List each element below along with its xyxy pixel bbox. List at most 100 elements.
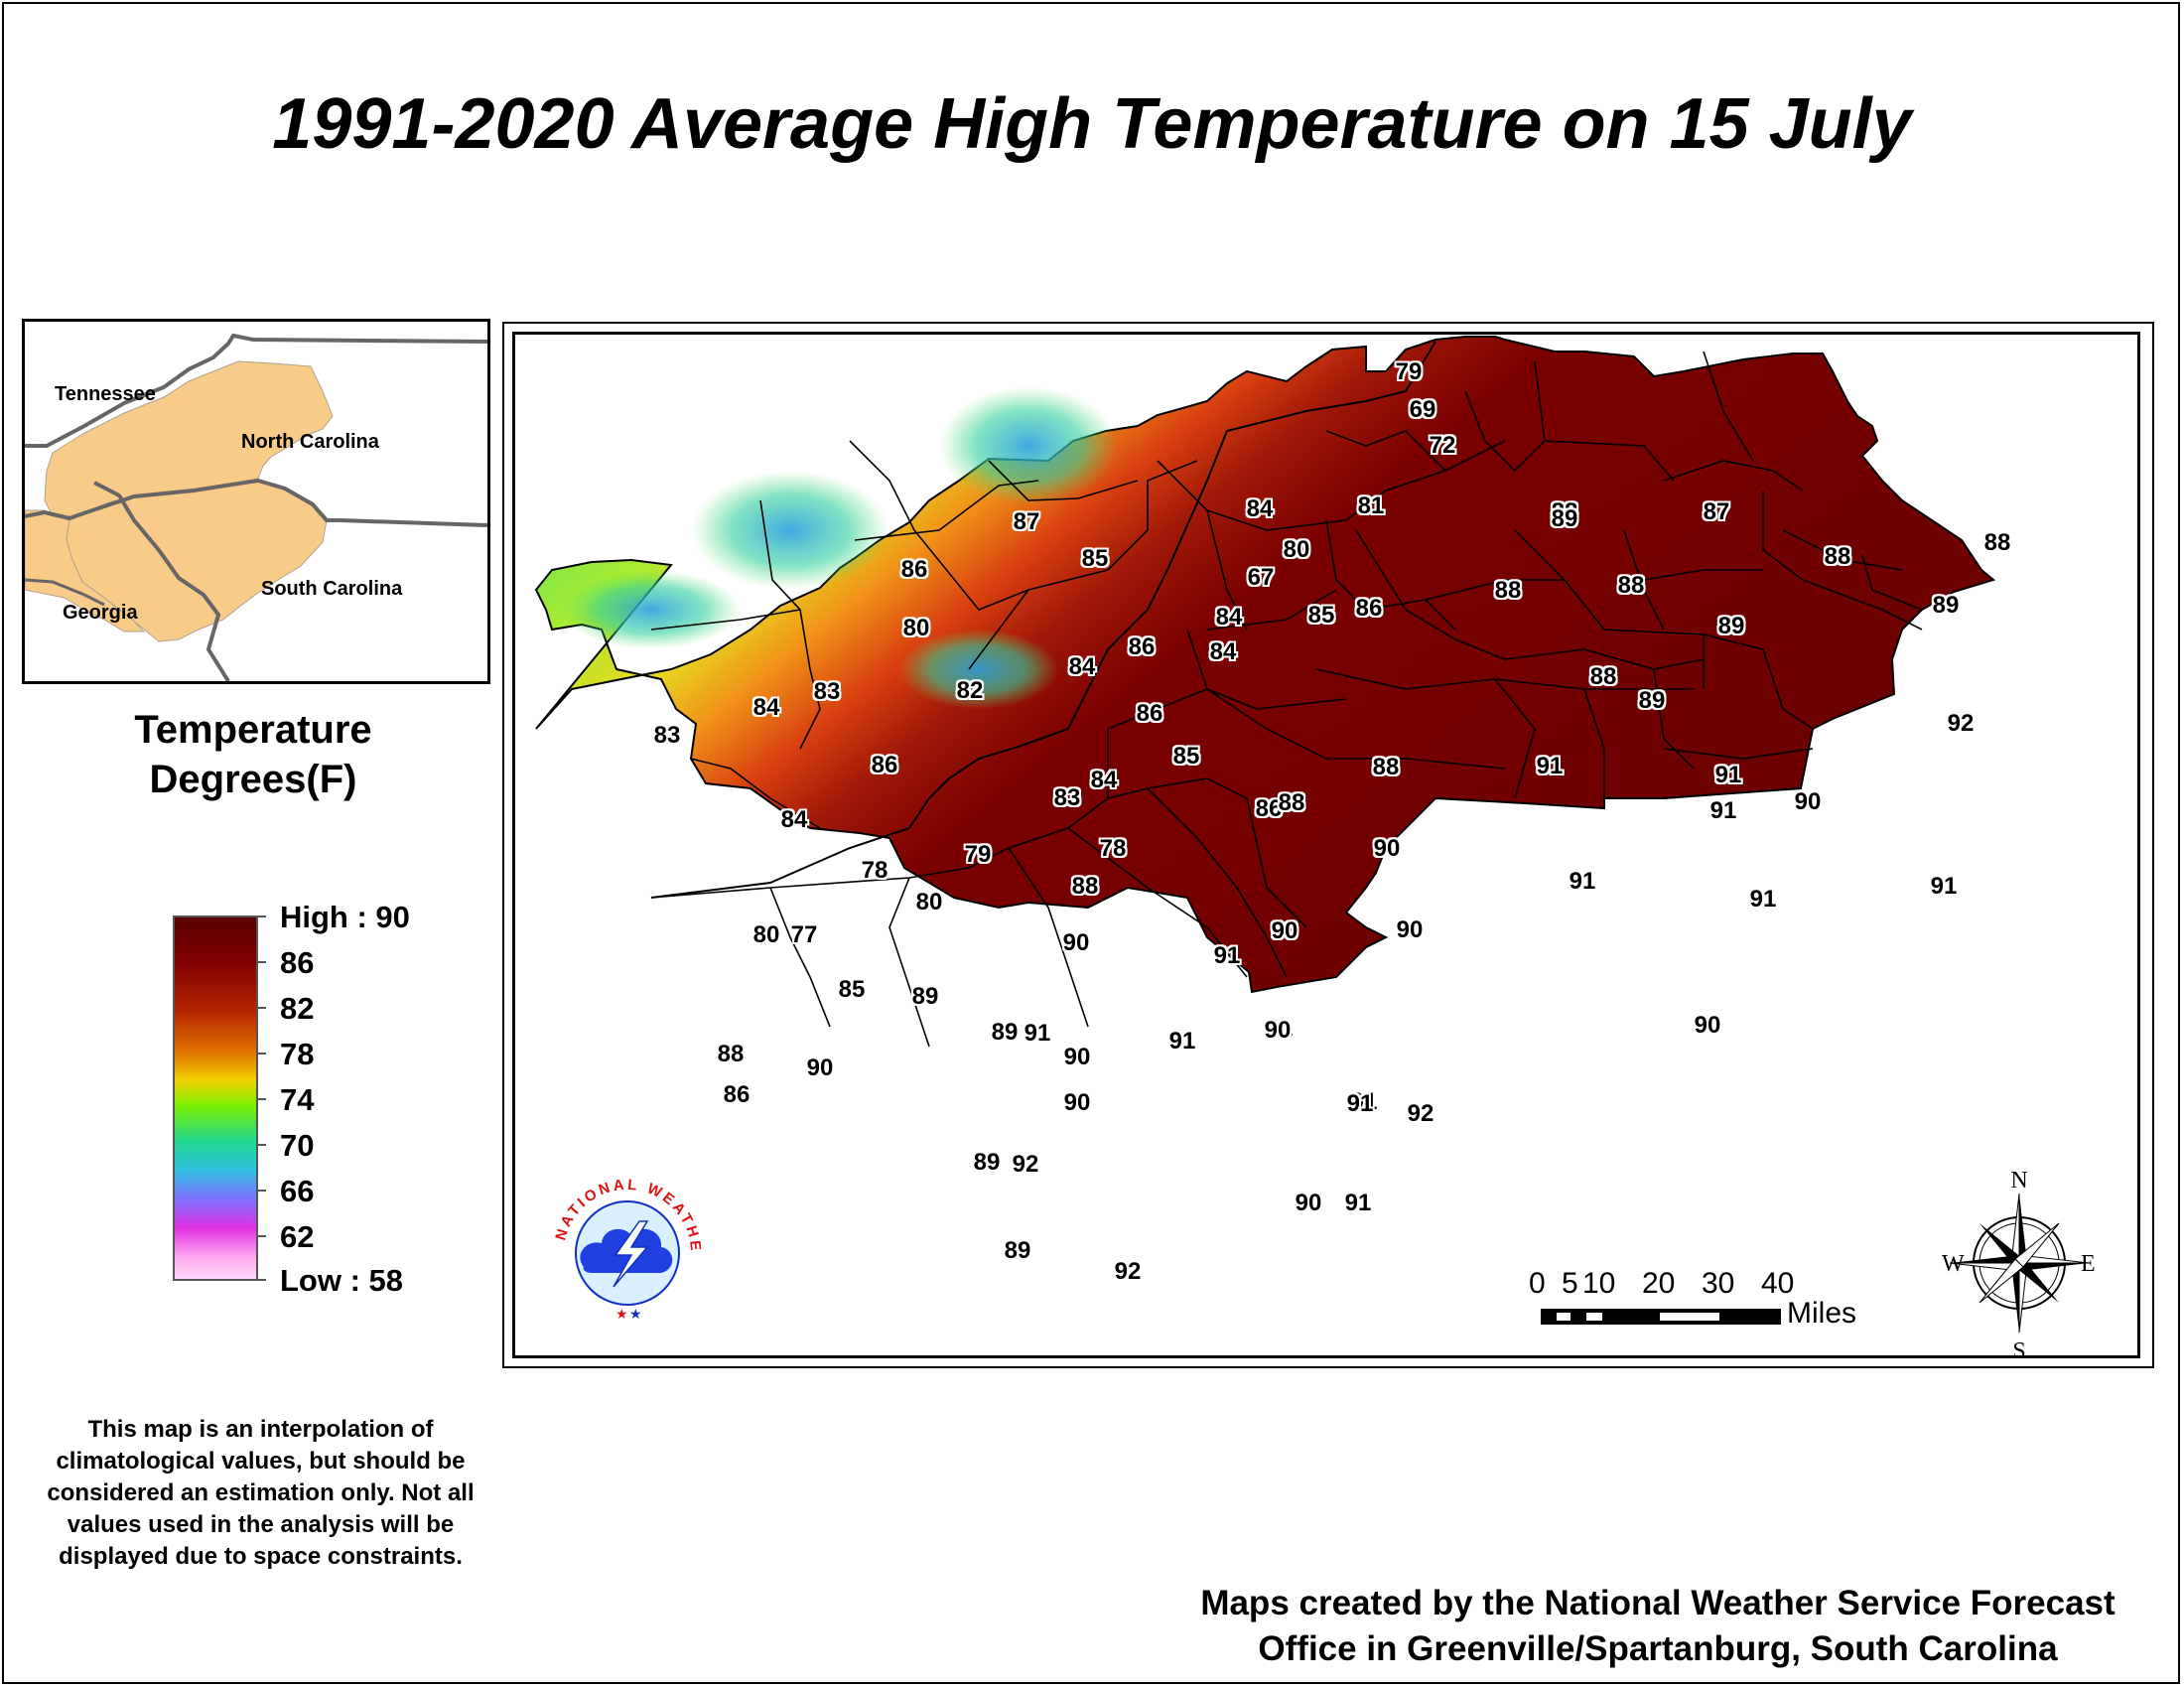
temperature-value: 90 — [1063, 1089, 1091, 1116]
inset-label-tennessee: Tennessee — [55, 383, 156, 405]
scale-tick: 10 — [1582, 1267, 1616, 1300]
temperature-value: 92 — [1012, 1151, 1039, 1178]
temperature-value: 91 — [1168, 1028, 1196, 1055]
temperature-value: 84 — [1246, 495, 1274, 522]
legend-tick — [256, 1053, 266, 1055]
temperature-value: 91 — [1344, 1190, 1372, 1216]
scale-bar-graphic — [1541, 1309, 1781, 1325]
temperature-value: 90 — [1063, 1044, 1091, 1070]
legend-label: 78 — [280, 1037, 315, 1071]
map-title: 1991-2020 Average High Temperature on 15… — [272, 84, 1912, 164]
scale-tick: 40 — [1761, 1267, 1795, 1300]
temperature-value: 86 — [900, 556, 928, 583]
temperature-value: 88 — [1617, 572, 1645, 599]
temperature-value: 86 — [1136, 700, 1163, 727]
temperature-value: 89 — [1004, 1237, 1031, 1264]
temperature-value: 88 — [1071, 873, 1099, 900]
legend-tick — [256, 1098, 266, 1100]
temperature-value: 80 — [915, 889, 943, 915]
legend-label: 66 — [280, 1174, 315, 1208]
legend-label: 86 — [280, 945, 315, 980]
map-outer-frame — [502, 322, 2154, 1368]
county-boundaries — [650, 351, 1923, 1048]
credit-text: Maps created by the National Weather Ser… — [1112, 1581, 2184, 1672]
temperature-value: 85 — [838, 976, 866, 1003]
temperature-value: 86 — [1255, 795, 1283, 822]
legend-tick — [256, 1235, 266, 1237]
nws-logo: NATIONAL WEATHER SERVICE ★ ★ — [544, 1170, 707, 1333]
temperature-value: 88 — [1551, 498, 1578, 525]
temperature-value: 80 — [902, 615, 930, 641]
temperature-value: 86 — [723, 1081, 751, 1108]
temperature-value: 80 — [1283, 536, 1310, 563]
temperature-value: 88 — [1824, 543, 1851, 570]
scale-tick: 30 — [1702, 1267, 1735, 1300]
compass-s: S — [2012, 1338, 2025, 1362]
inset-locator-map: Tennessee North Carolina Georgia South C… — [22, 319, 490, 684]
legend-tick — [256, 1144, 266, 1146]
temperature-value: 91 — [1709, 797, 1737, 824]
temperature-value: 90 — [1295, 1190, 1322, 1216]
temperature-value: 87 — [1703, 498, 1730, 525]
credit-line1: Maps created by the National Weather Ser… — [1200, 1584, 2116, 1622]
temperature-value: 91 — [1024, 1020, 1051, 1047]
legend-title-line2: Degrees(F) — [149, 758, 357, 801]
temperature-value: 77 — [790, 921, 818, 948]
temperature-value: 89 — [1551, 505, 1578, 532]
scale-tick: 20 — [1642, 1267, 1676, 1300]
temperature-value: 85 — [1081, 545, 1109, 572]
temperature-value: 79 — [1395, 358, 1423, 385]
temperature-value: 67 — [1247, 564, 1275, 591]
temperature-value: 91 — [1350, 1088, 1378, 1115]
state-boundary — [650, 341, 1436, 899]
temperature-value: 83 — [1053, 784, 1081, 811]
legend-tick — [256, 1007, 266, 1009]
cool-zone — [899, 630, 1058, 709]
temperature-value: 89 — [973, 1149, 1001, 1176]
temperature-value: 82 — [956, 677, 984, 704]
temperature-value: 89 — [1932, 592, 1960, 619]
temperature-value: 87 — [1013, 508, 1040, 535]
temperature-value: 84 — [1068, 653, 1096, 680]
legend-tick — [256, 1190, 266, 1192]
temperature-value: 91 — [1569, 868, 1596, 895]
temperature-value: 84 — [752, 694, 780, 721]
legend-title-line1: Temperature — [134, 708, 372, 752]
temperature-value: 90 — [1062, 929, 1090, 956]
temperature-value: 72 — [1429, 432, 1456, 459]
temperature-value: 92 — [1947, 710, 1975, 737]
temperature-value: 88 — [1494, 577, 1522, 604]
legend-tick — [256, 915, 266, 917]
temperature-value: 92 — [1407, 1100, 1434, 1127]
temperature-value: 83 — [653, 722, 681, 749]
compass-n: N — [2010, 1168, 2027, 1194]
temperature-value: 91 — [1213, 942, 1241, 969]
temperature-value: 91 — [1930, 873, 1958, 900]
temperature-value: 69 — [1409, 396, 1436, 423]
scale-tick: 0 — [1529, 1267, 1546, 1300]
temperature-value: 90 — [1264, 1017, 1292, 1044]
legend-color-ramp — [173, 915, 258, 1281]
legend-label: 70 — [280, 1128, 315, 1163]
temperature-value: 90 — [1694, 1012, 1721, 1039]
legend-title: Temperature Degrees(F) — [60, 705, 447, 804]
temperature-value: 90 — [1271, 917, 1298, 944]
temperature-value: 88 — [1983, 529, 2011, 556]
temperature-value: 86 — [1128, 633, 1156, 660]
legend-label-low: Low : 58 — [280, 1263, 404, 1298]
legend-label: 62 — [280, 1219, 315, 1254]
cool-zone — [691, 471, 889, 590]
temperature-value: 86 — [871, 752, 898, 778]
temperature-value: 78 — [861, 857, 888, 884]
temperature-value: 84 — [1215, 604, 1243, 631]
inset-label-georgia: Georgia — [63, 602, 138, 624]
temperature-value: 91 — [1346, 1090, 1374, 1117]
temperature-value: 90 — [806, 1055, 834, 1081]
compass-w: W — [1942, 1251, 1965, 1277]
temperature-value: 84 — [1209, 638, 1237, 665]
temperature-value: 85 — [1172, 743, 1200, 770]
scale-units: Miles — [1787, 1297, 1857, 1330]
cool-zone — [562, 570, 741, 649]
temperature-value: 86 — [1355, 595, 1383, 622]
temperature-value: 84 — [1090, 767, 1118, 793]
